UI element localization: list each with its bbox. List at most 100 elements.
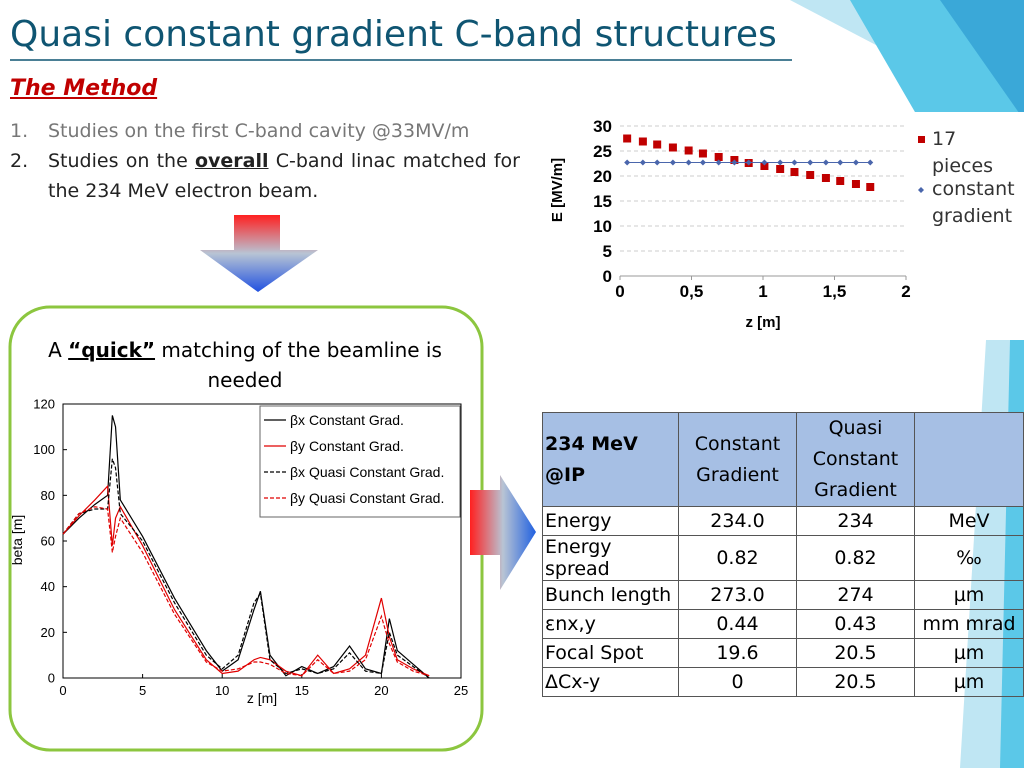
- cell: 0.43: [796, 609, 915, 639]
- text: A: [48, 338, 69, 362]
- cell: ΔCx-y: [542, 667, 679, 697]
- text: Studies on the: [48, 150, 195, 172]
- x-tick-label: 2: [901, 282, 910, 301]
- cell: 0.82: [796, 535, 915, 581]
- chart-1: 0 5 10 15 20 25 30 0 0,5 1 1,5 2 z [m] E [MV/m]: [549, 117, 925, 331]
- legend-box: [259, 405, 461, 518]
- y-axis-label: beta [m]: [9, 515, 25, 566]
- list-item: 1. Studies on the first C-band cavity @33…: [10, 116, 520, 146]
- y-tick-label: 120: [33, 397, 55, 412]
- point: [699, 159, 706, 166]
- x-tick-label: 20: [374, 683, 388, 698]
- arrow-down: [200, 215, 318, 292]
- row: εnx,y 0.44 0.43 mm mrad: [542, 609, 1024, 639]
- series-line: [62, 484, 430, 677]
- point: [852, 159, 859, 166]
- list-item: 2. Studies on the overall C-band linac ma…: [10, 146, 520, 206]
- point: [791, 159, 798, 166]
- series-line: [62, 458, 430, 679]
- legend-swatch: [918, 187, 924, 193]
- legend-label: βy Quasi Constant Grad.: [290, 490, 444, 506]
- point: [669, 159, 676, 166]
- cell: µm: [914, 667, 1024, 697]
- y-tick-label: 10: [593, 217, 612, 236]
- legend-swatch: [918, 136, 925, 143]
- row: Energy 234.0 234 MeV: [542, 506, 1024, 536]
- point: [790, 168, 799, 176]
- x-tick-label: 15: [295, 683, 309, 698]
- y-axis-label: E [MV/m]: [549, 158, 566, 222]
- point: [760, 162, 769, 170]
- point: [851, 180, 860, 188]
- table: 234 MeV @IP Constant Gradient Quasi Cons…: [542, 412, 1024, 697]
- y-tick-label: 25: [593, 142, 612, 161]
- decor: [940, 0, 1024, 120]
- subtitle: The Method: [10, 76, 158, 101]
- point: [822, 159, 829, 166]
- point: [698, 149, 707, 158]
- text: C-band linac matched for the 234 MeV ele…: [48, 150, 520, 202]
- x-axis-label: z [m]: [746, 314, 781, 331]
- point: [761, 159, 768, 166]
- y-tick-label: 100: [33, 442, 55, 457]
- row: 234 MeV @IP Constant Gradient Quasi Cons…: [542, 412, 1024, 507]
- cell: 20.5: [796, 667, 915, 697]
- point: [684, 146, 693, 155]
- point: [867, 159, 874, 166]
- cell: Energy: [542, 506, 679, 536]
- y-tick-label: 15: [593, 192, 612, 211]
- point: [745, 159, 752, 166]
- point: [807, 159, 814, 166]
- point: [777, 159, 784, 166]
- cell: 274: [796, 580, 915, 610]
- y-tick-label: 60: [41, 534, 55, 549]
- series-line: [62, 506, 430, 677]
- y-tick-label: 20: [41, 625, 55, 640]
- cell: Bunch length: [542, 580, 679, 610]
- num: 1.: [10, 120, 29, 142]
- point: [638, 137, 647, 146]
- cell: mm mrad: [914, 609, 1024, 639]
- point: [821, 174, 830, 182]
- row: Focal Spot 19.6 20.5 µm: [542, 638, 1024, 668]
- text: Studies on the overall C-band linac matc…: [48, 146, 520, 206]
- y-tick-label: 0: [603, 267, 612, 286]
- chart-2: 0 20 40 60 80 100 120 0 5 10 15 20 25 z [m] beta [m] βx…: [9, 397, 468, 706]
- cell: µm: [914, 638, 1024, 668]
- point: [685, 159, 692, 166]
- point: [731, 159, 738, 166]
- y-tick-label: 80: [41, 488, 55, 503]
- row: Energy spread 0.82 0.82 ‰: [542, 535, 1024, 581]
- cell: 19.6: [678, 638, 797, 668]
- title: Quasi constant gradient C-band structure…: [10, 14, 777, 55]
- y-tick-label: 20: [593, 167, 612, 186]
- point: [715, 159, 722, 166]
- point: [836, 177, 845, 185]
- legend-label: βx Quasi Constant Grad.: [290, 464, 444, 480]
- cell: 0: [678, 667, 797, 697]
- cell: 0.82: [678, 535, 797, 581]
- y-tick-label: 0: [48, 671, 55, 686]
- cell: 234 MeV @IP: [542, 412, 679, 507]
- cell: ‰: [914, 535, 1024, 581]
- text: Studies on the first C-band cavity @33MV…: [48, 116, 520, 146]
- cell: εnx,y: [542, 609, 679, 639]
- x-tick-label: 10: [215, 683, 229, 698]
- x-tick-label: 0: [615, 282, 624, 301]
- row: ΔCx-y 0 20.5 µm: [542, 667, 1024, 697]
- cell: Quasi Constant Gradient: [796, 412, 915, 507]
- legend-label: 17 pieces: [932, 128, 994, 177]
- x-tick-label: 0,5: [680, 282, 704, 301]
- x-tick-label: 0: [59, 683, 66, 698]
- x-tick-label: 1: [758, 282, 767, 301]
- cell: 0.44: [678, 609, 797, 639]
- emph: “quick”: [68, 338, 156, 362]
- point: [624, 159, 631, 166]
- cell: µm: [914, 580, 1024, 610]
- legend-label: βy Constant Grad.: [290, 438, 404, 454]
- cell: [914, 412, 1024, 507]
- text: matching of the beamline is needed: [155, 338, 442, 392]
- x-axis-label: z [m]: [247, 690, 277, 706]
